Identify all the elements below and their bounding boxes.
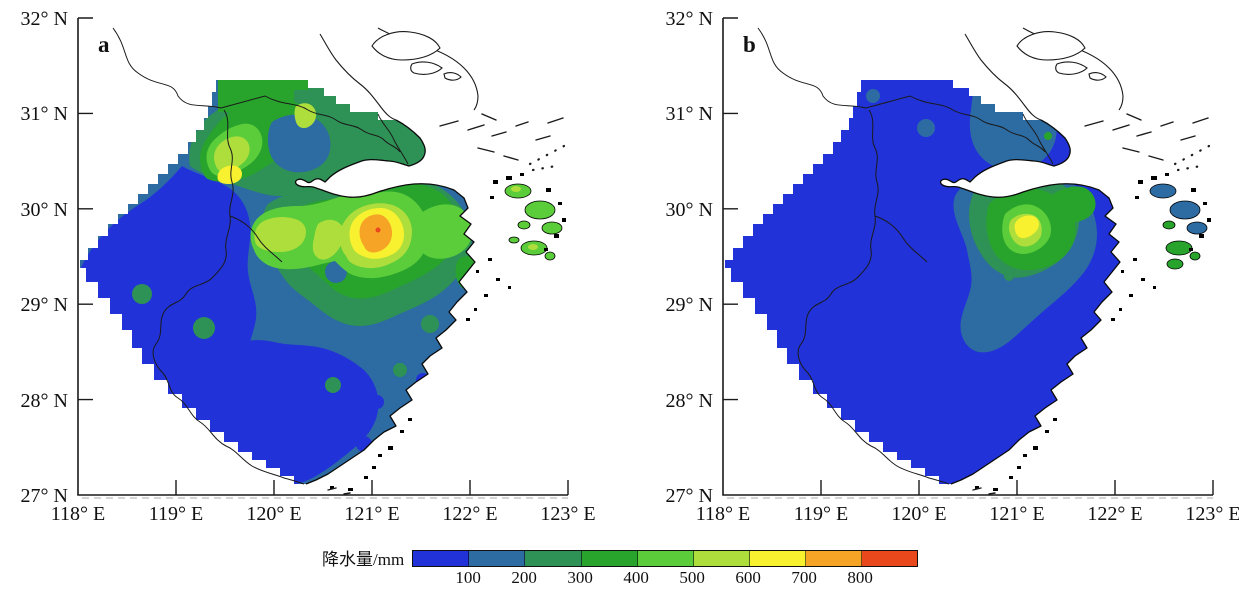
island-fill <box>524 200 556 220</box>
colorbar-segment <box>862 551 918 566</box>
island-fill <box>1169 200 1201 220</box>
lat-tick-label: 32° N <box>666 8 713 30</box>
lon-tick-label: 118° E <box>51 503 105 525</box>
contour-b-seagreen-dot <box>1004 271 1014 281</box>
lat-tick-label: 30° N <box>666 199 713 221</box>
colorbar-bar-wrap: 100 200 300 400 500 600 700 800 <box>412 550 919 587</box>
contour-a-seagreen-dot <box>132 284 152 304</box>
colorbar-segment <box>581 551 638 566</box>
contour-b-steel-northeast <box>969 83 1057 171</box>
colorbar-tick-label: 800 <box>847 568 873 587</box>
lon-tick-label: 122° E <box>1087 503 1142 525</box>
lon-tick-label: 120° E <box>246 503 301 525</box>
panel-a-contour-field <box>80 80 475 484</box>
contour-a-blue-south <box>220 340 379 484</box>
colorbar-tick-label: 500 <box>679 568 705 587</box>
island-fill-lime <box>528 244 538 250</box>
lat-tick-label: 30° N <box>21 199 68 221</box>
contour-a-blue-pocket <box>370 395 384 409</box>
colorbar-segment <box>749 551 806 566</box>
panel-b-islands <box>1149 183 1208 270</box>
lat-tick-label: 29° N <box>666 294 713 316</box>
island-fill <box>1165 240 1193 256</box>
colorbar-tick-label: 600 <box>735 568 761 587</box>
panel-b: b 32° N 31° N 30° N 29° N 28° N 27° N 11… <box>666 8 1239 525</box>
island-fill <box>1186 221 1208 235</box>
lon-tick-label: 121° E <box>344 503 399 525</box>
panel-b-contour-field <box>725 80 1120 484</box>
contour-b-steel-patch <box>917 119 935 137</box>
contour-a-blue-west <box>80 166 257 484</box>
contour-a-seagreen-dot <box>325 377 341 393</box>
colorbar-segment <box>805 551 863 566</box>
lon-tick-label: 123° E <box>540 503 595 525</box>
island-fill <box>544 251 556 261</box>
island-fill <box>541 221 563 235</box>
contour-a-yellow-nw-core <box>217 165 242 184</box>
contour-a-lime-topstreak <box>294 103 317 129</box>
island-fill <box>508 236 520 244</box>
panel-a: a 32° N 31° N 30° N 29° N 28° N 27° N 11… <box>21 8 596 525</box>
contour-b-green-coastal-tongue <box>1053 186 1096 223</box>
contour-a-seagreen-dot <box>193 317 215 339</box>
island-fill <box>1166 258 1184 270</box>
island-fill <box>517 220 531 230</box>
contour-b-steel-patch <box>866 89 880 103</box>
lat-tick-label: 32° N <box>21 8 68 30</box>
colorbar-legend: 降水量/mm 100 200 300 400 500 600 700 800 <box>322 550 919 587</box>
colorbar-bar <box>412 550 919 567</box>
contour-a-brightgreen-east <box>415 204 472 259</box>
contour-a-lime-streak <box>312 219 345 260</box>
contour-a-steel-pocket-north <box>267 114 331 173</box>
colorbar-segment <box>525 551 582 566</box>
contour-b-green-speck <box>1044 132 1052 140</box>
panel-label-b: b <box>743 32 756 57</box>
panel-a-islands <box>504 183 563 261</box>
lon-tick-label: 121° E <box>989 503 1044 525</box>
contour-a-orange-core <box>359 214 393 253</box>
colorbar-tick-label: 200 <box>511 568 537 587</box>
colorbar-segment <box>637 551 694 566</box>
contour-a-seagreen-dot <box>421 315 439 333</box>
lat-tick-label: 29° N <box>21 294 68 316</box>
colorbar-tick-label: 700 <box>791 568 817 587</box>
colorbar-tick-label: 300 <box>567 568 593 587</box>
colorbar-segment <box>693 551 750 566</box>
island-fill <box>1149 183 1177 199</box>
island-fill-lime <box>511 186 521 192</box>
colorbar-label: 降水量/mm <box>322 550 405 569</box>
contour-a-green-topstair <box>218 80 308 120</box>
colorbar-segment <box>413 551 470 566</box>
lat-tick-label: 27° N <box>21 485 68 507</box>
contour-b-yellow-core <box>1014 215 1039 239</box>
contour-a-seagreen-dot <box>169 406 181 418</box>
lat-tick-label: 31° N <box>21 103 68 125</box>
lon-tick-label: 118° E <box>696 503 750 525</box>
contour-a-seagreen-dot <box>411 407 427 423</box>
island-fill <box>1162 220 1176 230</box>
colorbar-segment <box>469 551 526 566</box>
precipitation-maps-svg: a 32° N 31° N 30° N 29° N 28° N 27° N 11… <box>21 8 1239 525</box>
lon-tick-label: 120° E <box>891 503 946 525</box>
lon-tick-label: 123° E <box>1185 503 1239 525</box>
colorbar-ticks: 100 200 300 400 500 600 700 800 <box>412 567 918 587</box>
colorbar-tick-label: 400 <box>623 568 649 587</box>
panel-label-a: a <box>98 32 110 57</box>
lat-tick-label: 31° N <box>666 103 713 125</box>
contour-a-lime-streak <box>254 217 306 252</box>
lat-tick-label: 28° N <box>21 390 68 412</box>
contour-a-red-peak <box>375 227 381 233</box>
lon-tick-label: 119° E <box>794 503 848 525</box>
lat-tick-label: 28° N <box>666 390 713 412</box>
lon-tick-label: 119° E <box>149 503 203 525</box>
colorbar-tick-label: 100 <box>455 568 481 587</box>
lat-tick-label: 27° N <box>666 485 713 507</box>
contour-a-seagreen-dot <box>393 363 407 377</box>
lon-tick-label: 122° E <box>442 503 497 525</box>
island-fill <box>1189 251 1201 261</box>
